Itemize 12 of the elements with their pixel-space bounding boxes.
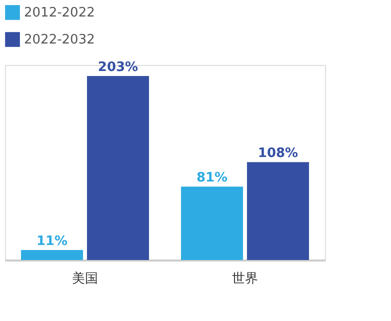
x-tick-label: 世界 — [232, 272, 258, 286]
legend-label: 2022-2032 — [24, 32, 95, 48]
bar — [86, 76, 149, 260]
data-label: 11% — [36, 234, 68, 250]
bar — [246, 162, 309, 260]
legend-label: 2012-2022 — [24, 6, 95, 20]
data-label: 108% — [258, 146, 298, 162]
data-label: 203% — [98, 60, 138, 76]
x-tick-label: 美国 — [72, 270, 98, 286]
bar — [21, 250, 84, 260]
bar — [181, 186, 244, 260]
data-label: 81% — [196, 170, 228, 186]
